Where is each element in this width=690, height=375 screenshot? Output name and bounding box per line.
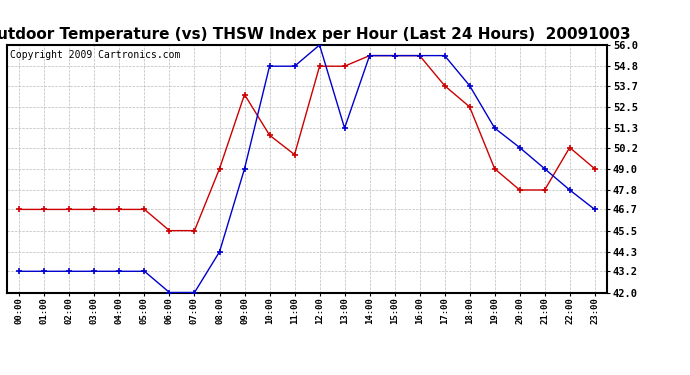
- Title: Outdoor Temperature (vs) THSW Index per Hour (Last 24 Hours)  20091003: Outdoor Temperature (vs) THSW Index per …: [0, 27, 631, 42]
- Text: Copyright 2009 Cartronics.com: Copyright 2009 Cartronics.com: [10, 50, 180, 60]
